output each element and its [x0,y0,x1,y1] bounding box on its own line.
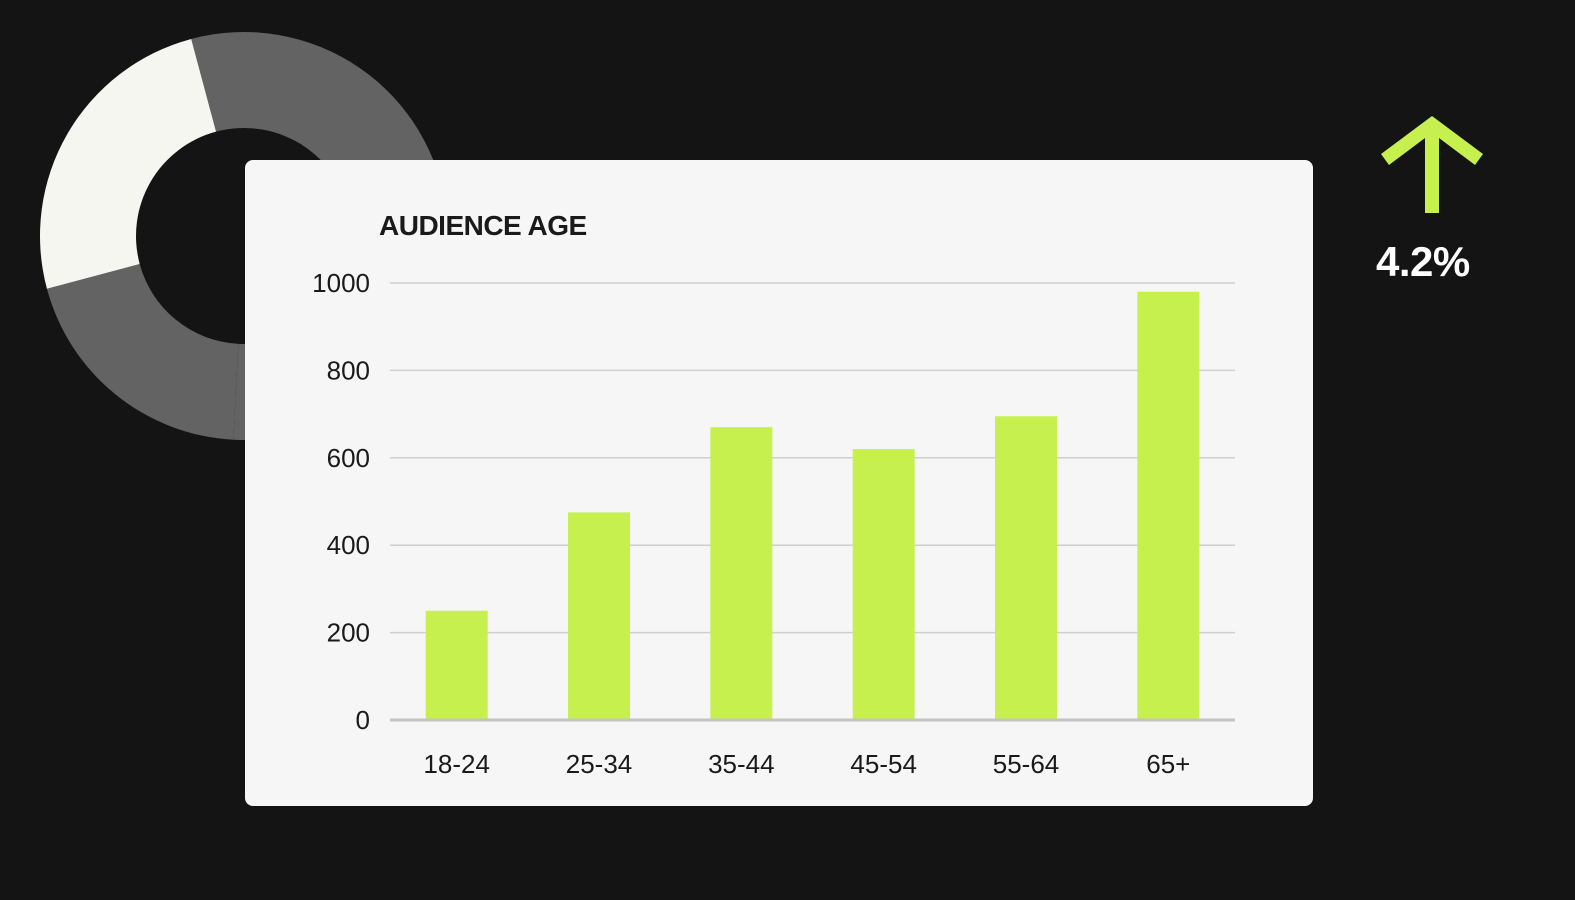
x-tick-label: 18-24 [423,749,490,779]
x-tick-label: 55-64 [993,749,1060,779]
bar-chart: 0 200 400 600 800 1000 18-24 25-34 35-44 45-54 55-… [312,268,1235,779]
x-tick-label: 45-54 [850,749,917,779]
chart-card: AUDIENCE AGE 0 200 400 600 800 1000 18-24 25-34… [245,160,1313,806]
chart-title: AUDIENCE AGE [379,210,587,241]
bar-18-24 [425,610,488,719]
bar-35-44 [710,427,773,719]
bar-65+ [1137,291,1200,719]
kpi-value: 4.2% [1376,238,1470,285]
arrow-up-icon [1381,116,1483,213]
y-tick-label: 600 [327,443,370,473]
x-tick-label: 25-34 [566,749,633,779]
bar-55-64 [995,416,1057,719]
bar-45-54 [852,449,915,719]
y-tick-label: 1000 [312,268,370,298]
y-tick-label: 200 [327,618,370,648]
bar-25-34 [568,512,630,719]
kpi-block: 4.2% [1376,116,1496,286]
x-tick-label: 35-44 [708,749,775,779]
y-tick-label: 800 [327,355,370,385]
donut-segment-2 [39,38,217,289]
x-tick-label: 65+ [1146,749,1190,779]
donut-segment-1 [46,263,239,440]
y-tick-label: 0 [356,705,370,735]
y-tick-label: 400 [327,530,370,560]
